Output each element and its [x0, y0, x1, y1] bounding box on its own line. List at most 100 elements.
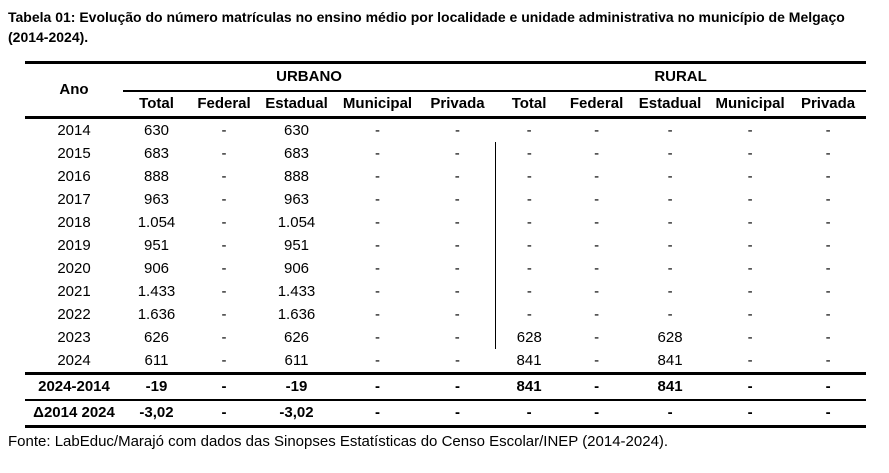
year-cell: 2018	[57, 213, 91, 231]
value-cell: -	[747, 351, 753, 369]
year-cell: 2022	[57, 305, 91, 323]
value-cell: 1.636	[277, 305, 316, 323]
value-cell: -	[375, 236, 380, 254]
value-cell: -	[594, 259, 600, 277]
value-cell: -	[790, 371, 867, 400]
table-row: 2021 1.433 - 1.433 - - - - - - -	[25, 279, 866, 303]
table-row: 2016 888 - 888 - - - - - - -	[25, 164, 866, 188]
value-cell: -	[747, 167, 753, 185]
value-cell: 628	[494, 325, 564, 349]
value-cell: -	[747, 144, 753, 162]
value-cell: -	[594, 167, 600, 185]
column-header: Estadual	[258, 90, 335, 119]
value-cell: -	[454, 282, 460, 300]
summary-row-difference: 2024-2014 -19- -19- -841-841- -	[25, 371, 867, 400]
value-cell: -	[335, 398, 420, 428]
value-cell: -	[594, 351, 600, 369]
value-cell: -	[630, 398, 711, 428]
value-cell: 841	[657, 351, 683, 369]
year-cell: 2021	[57, 282, 91, 300]
subheader-row: Total Federal Estadual Municipal Privada Tota…	[25, 90, 867, 119]
year-cell: 2017	[57, 190, 91, 208]
value-cell: -	[710, 371, 791, 400]
table-title: Tabela 01: Evolução do número matrículas…	[8, 9, 845, 46]
value-cell: -	[454, 144, 460, 162]
value-cell: -	[455, 121, 461, 139]
value-cell: -	[221, 121, 227, 139]
value-cell: -	[375, 213, 380, 231]
column-header: Total	[123, 90, 190, 119]
value-cell: -19	[123, 371, 190, 400]
value-cell: -	[375, 282, 380, 300]
value-cell: 611	[284, 351, 309, 369]
value-cell: -	[221, 328, 227, 346]
value-cell: -	[747, 282, 753, 300]
value-cell: -	[667, 236, 673, 254]
value-cell: -	[221, 351, 227, 369]
value-cell: -	[747, 328, 753, 346]
value-cell: -	[494, 256, 564, 280]
value-cell: 888	[143, 167, 170, 185]
value-cell: -	[375, 351, 380, 369]
value-cell: -	[667, 167, 673, 185]
value-cell: -	[667, 282, 673, 300]
value-cell: -	[455, 351, 461, 369]
year-cell: 2020	[57, 259, 91, 277]
year-cell: 2016	[57, 167, 91, 185]
value-cell: -	[375, 259, 380, 277]
table-row: 2019 951 - 951 - - - - - - -	[25, 233, 866, 257]
value-cell: -	[825, 259, 831, 277]
column-header: Federal	[563, 90, 631, 119]
value-cell: 963	[143, 190, 170, 208]
value-cell: 626	[143, 328, 170, 346]
table-row: 2024 611 - 611 - - 841 - 841 - -	[25, 349, 866, 374]
value-cell: 963	[283, 190, 310, 208]
value-cell: -	[221, 236, 227, 254]
value-cell: -	[825, 328, 831, 346]
year-cell: Δ2014 2024	[25, 398, 123, 428]
value-cell: -	[494, 164, 564, 188]
value-cell: -	[420, 398, 496, 428]
value-cell: -	[825, 236, 831, 254]
value-cell: -	[667, 121, 673, 139]
value-cell: -	[221, 305, 227, 323]
value-cell: 628	[657, 328, 683, 346]
value-cell: -	[747, 190, 753, 208]
value-cell: -	[594, 305, 600, 323]
group-header-urbano: URBANO	[123, 60, 496, 92]
value-cell: -	[594, 144, 600, 162]
column-header: Privada	[420, 90, 496, 119]
year-cell: 2015	[57, 144, 91, 162]
enrollment-table: Ano URBANO RURAL Total Federal Estadual Mun…	[25, 60, 867, 428]
value-cell: -	[825, 351, 831, 369]
value-cell: -	[825, 190, 831, 208]
value-cell: -	[221, 144, 227, 162]
value-cell: 626	[283, 328, 310, 346]
value-cell: 1.054	[277, 213, 316, 231]
column-header: Estadual	[630, 90, 711, 119]
value-cell: -	[594, 213, 600, 231]
group-header-row: Ano URBANO RURAL	[25, 60, 867, 119]
year-cell: 2023	[57, 328, 91, 346]
table-row: 2015 683 - 683 - - - - - - -	[25, 141, 866, 165]
source-note: Fonte: LabEduc/Marajó com dados das Sino…	[8, 432, 669, 450]
value-cell: -	[747, 121, 753, 139]
value-cell: -3,02	[258, 398, 335, 428]
value-cell: -	[747, 213, 753, 231]
value-cell: 1.433	[137, 282, 176, 300]
value-cell: -	[454, 190, 460, 208]
value-cell: -	[221, 190, 227, 208]
value-cell: -	[526, 121, 532, 139]
value-cell: -	[563, 398, 631, 428]
value-cell: -	[594, 190, 600, 208]
value-cell: -	[790, 398, 867, 428]
value-cell: 1.636	[137, 305, 176, 323]
value-cell: -	[667, 259, 673, 277]
year-cell: 2019	[57, 236, 91, 254]
value-cell: -	[375, 144, 380, 162]
value-cell: -	[454, 305, 460, 323]
year-cell: 2024	[57, 351, 91, 369]
value-cell: 683	[143, 144, 170, 162]
year-cell: 2014	[57, 121, 91, 139]
value-cell: -	[494, 210, 564, 234]
